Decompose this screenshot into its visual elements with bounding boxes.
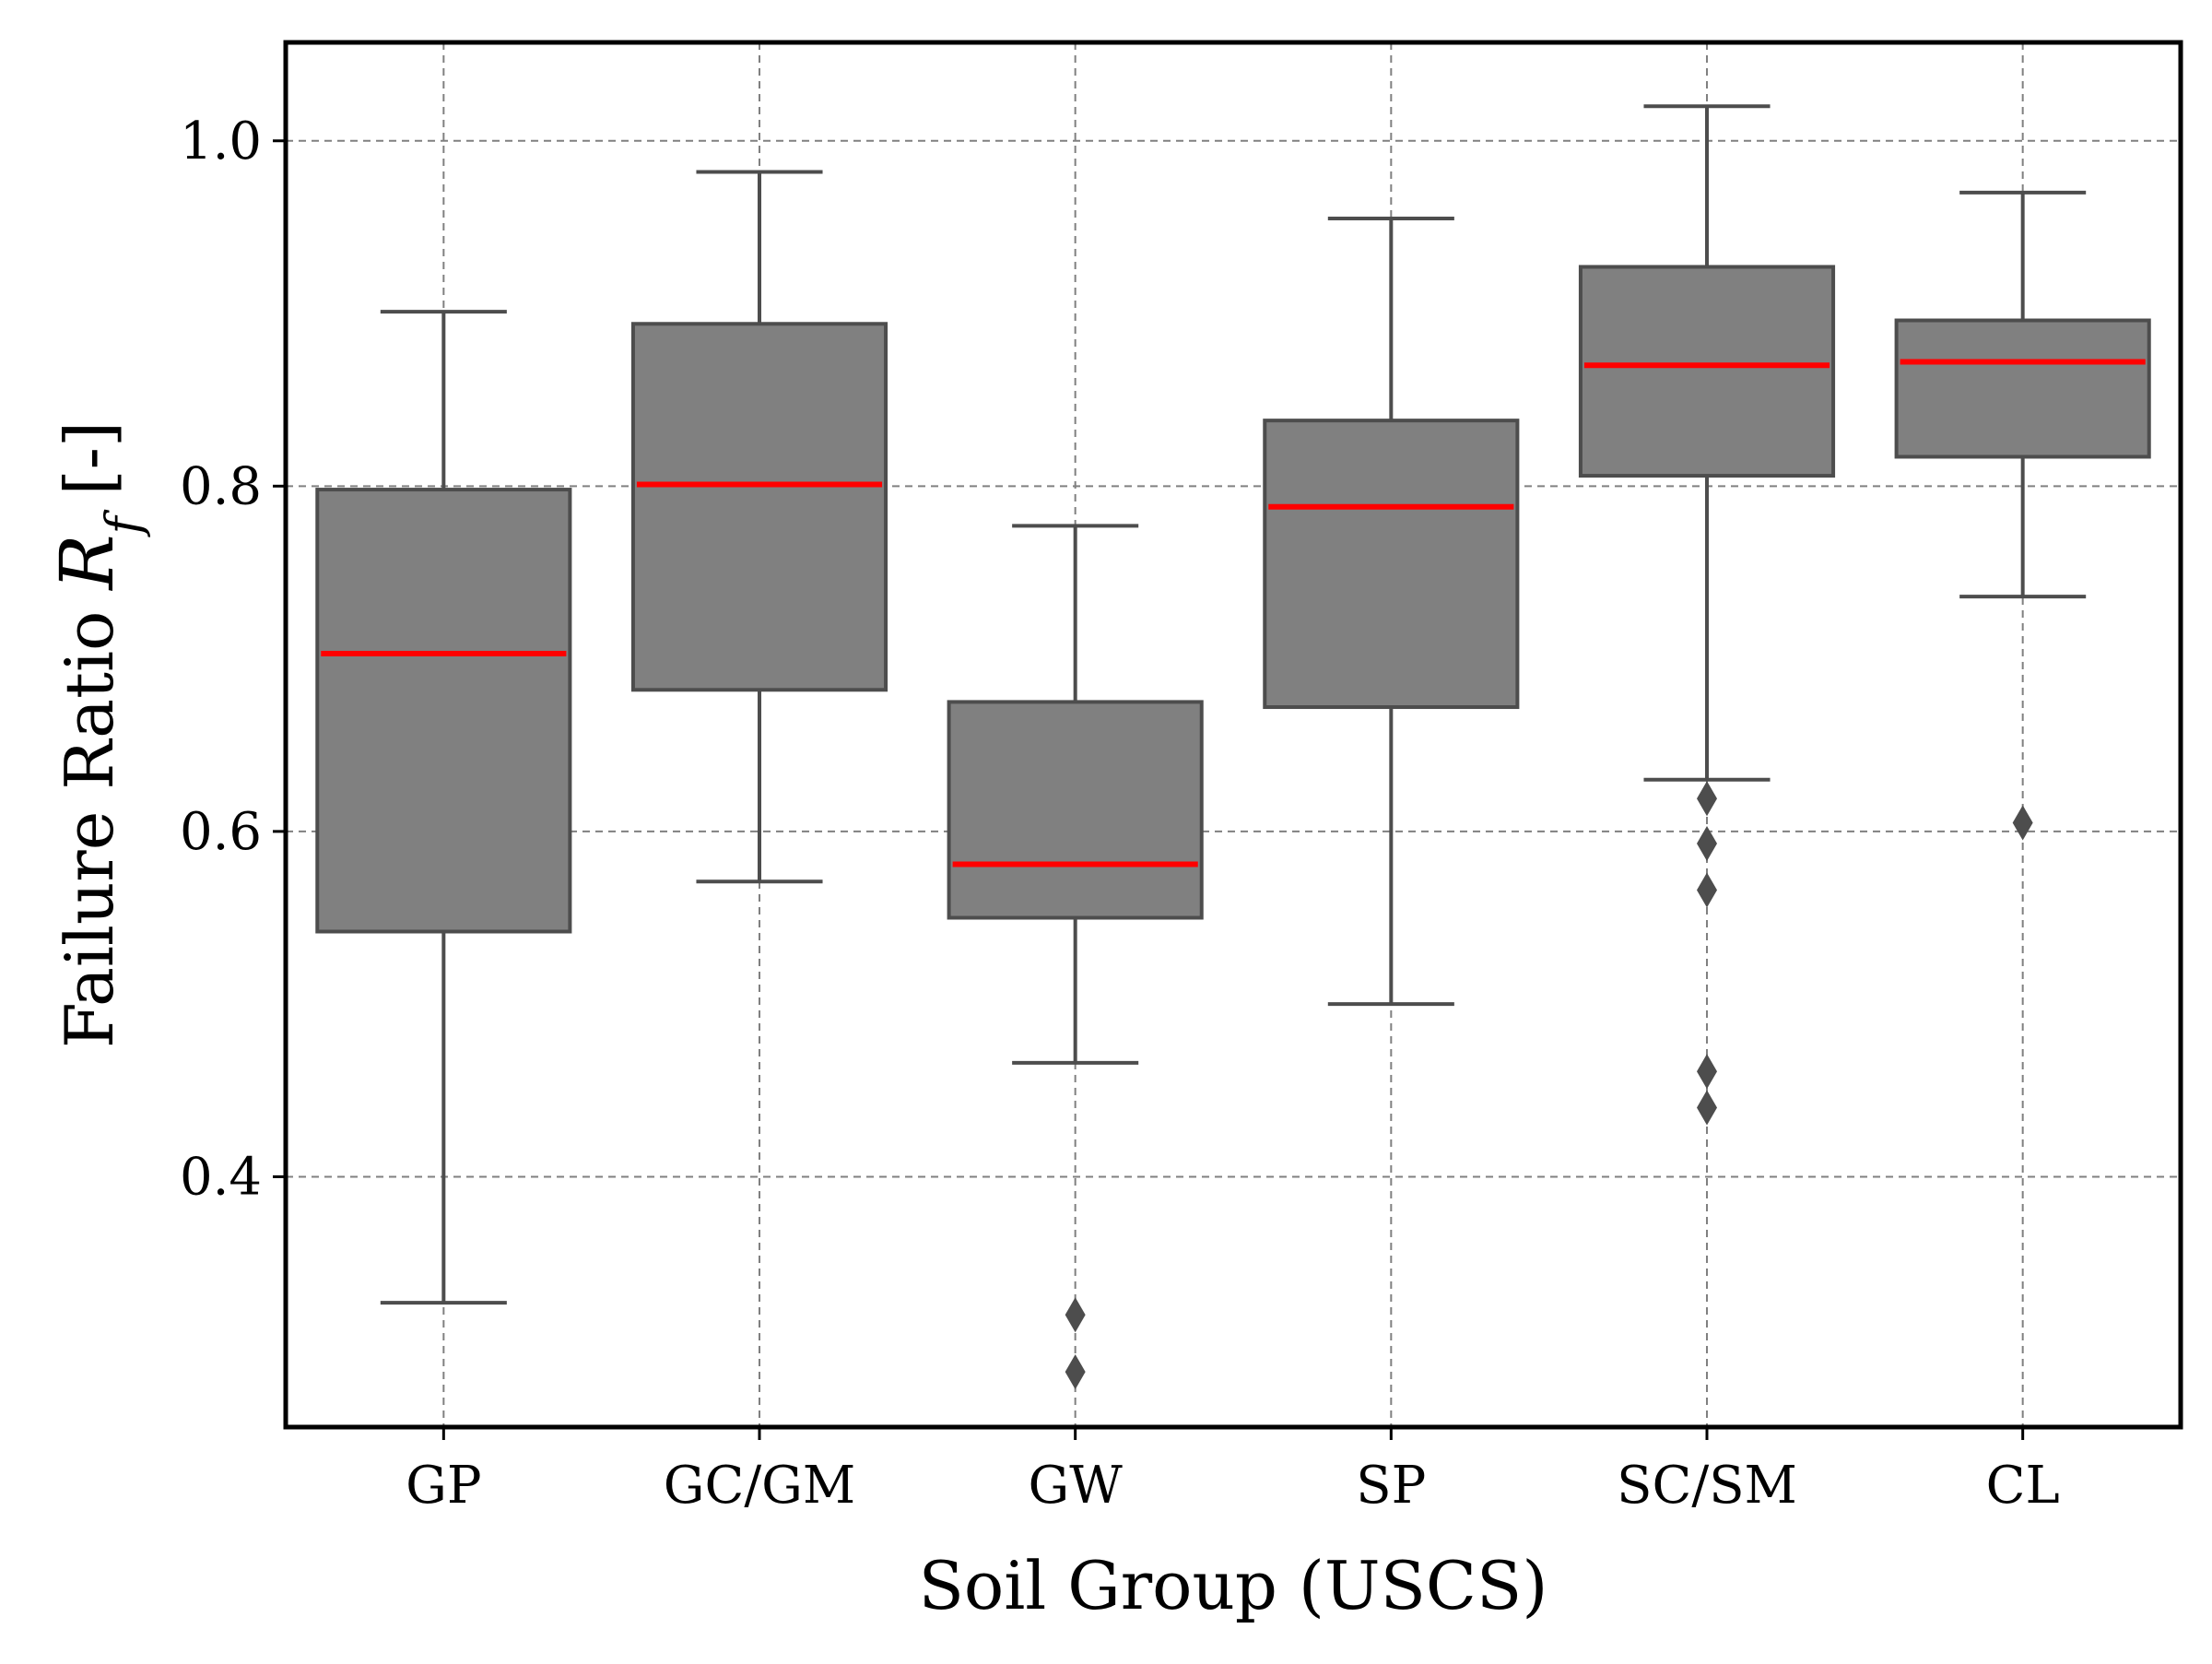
outlier-point [1697, 825, 1717, 861]
box-iqr [947, 700, 1204, 920]
outlier-point [2012, 805, 2033, 841]
y-axis-label: Failure Ratio Rf [-] [44, 421, 152, 1048]
outlier-point [1697, 781, 1717, 817]
outlier-point [1697, 1090, 1717, 1126]
y-axis-label-suffix: [-] [51, 421, 128, 516]
x-tick-label: CL [1986, 1456, 2060, 1516]
outlier-point [1697, 872, 1717, 908]
box-group [947, 524, 1204, 1390]
y-axis-label-prefix: Failure Ratio [51, 590, 128, 1048]
outlier-point [1697, 1054, 1717, 1090]
x-tick-label: GC/GM [664, 1456, 856, 1516]
y-tick-label: 1.0 [180, 112, 262, 171]
box-iqr [630, 322, 888, 692]
box-layer [315, 104, 2151, 1390]
y-axis-label-symbol: R [44, 535, 130, 592]
box-group [1263, 217, 1520, 1007]
box-iqr [1263, 419, 1520, 710]
tick-layer: 0.4 0.6 0.8 1.0 GP GC/GM GW SP SC/SM CL [180, 112, 2060, 1516]
outlier-point [1065, 1297, 1086, 1333]
x-tick-label: SC/SM [1617, 1456, 1797, 1516]
box-group [630, 170, 888, 884]
box-group [315, 310, 572, 1305]
plot-frame [283, 40, 2183, 1430]
y-tick-label: 0.6 [180, 802, 262, 862]
box-iqr [315, 488, 572, 934]
box-group [1894, 190, 2151, 841]
box-iqr [1894, 318, 2151, 459]
box-iqr [1578, 265, 1836, 478]
x-tick-label: SP [1356, 1456, 1426, 1516]
y-tick-label: 0.4 [180, 1147, 262, 1207]
x-axis-label: Soil Group (USCS) [919, 1547, 1548, 1624]
x-tick-label: GP [406, 1456, 481, 1516]
x-tick-label: GW [1029, 1456, 1124, 1516]
outlier-point [1065, 1354, 1086, 1390]
box-group [1578, 104, 1836, 1126]
y-tick-label: 0.8 [180, 456, 262, 516]
